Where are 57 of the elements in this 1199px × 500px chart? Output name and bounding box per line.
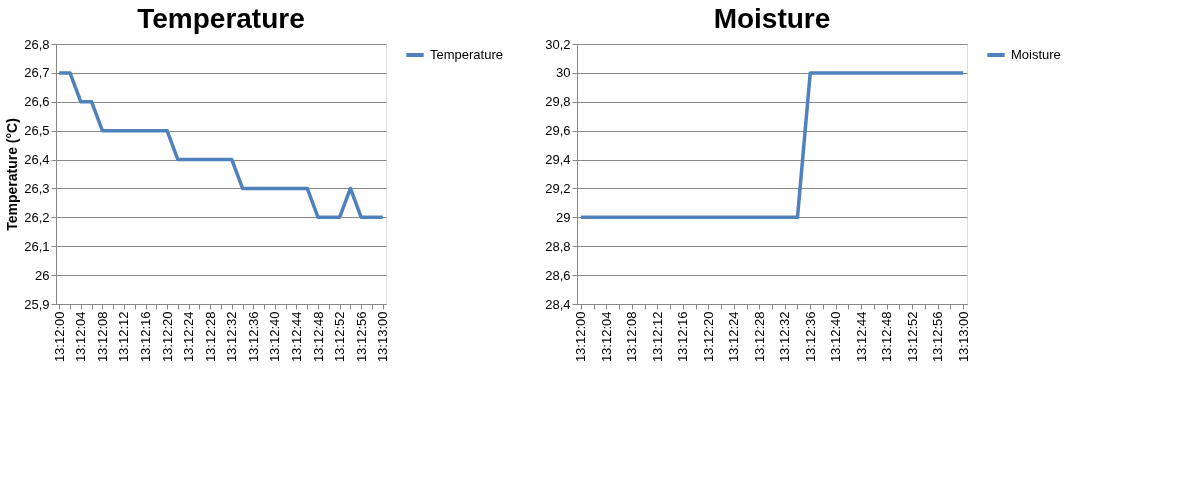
x-tick-label: 13:12:16: [138, 311, 154, 363]
x-tick-label: 13:12:44: [288, 311, 304, 363]
x-tick-label: 13:12:48: [310, 311, 326, 363]
x-tick-label: 13:12:24: [726, 311, 742, 363]
y-tick-label: 26,7: [24, 65, 50, 81]
x-tick-label: 13:12:00: [51, 311, 67, 363]
x-tick-label: 13:12:28: [751, 311, 767, 363]
x-tick-label: 13:12:20: [159, 311, 175, 363]
y-tick-label: 28,4: [545, 296, 571, 312]
y-tick-label: 26: [35, 267, 50, 283]
x-tick-label: 13:12:36: [245, 311, 261, 363]
y-tick-label: 25,9: [24, 296, 50, 312]
x-tick-label: 13:12:56: [353, 311, 369, 363]
chart-title: Moisture: [713, 3, 831, 34]
x-tick-label: 13:12:44: [853, 311, 869, 363]
x-tick-label: 13:12:08: [94, 311, 110, 363]
x-tick-label: 13:12:00: [573, 311, 589, 363]
x-tick-label: 13:12:52: [904, 311, 920, 363]
x-tick-label: 13:12:08: [624, 311, 640, 363]
x-tick-label: 13:12:16: [675, 311, 691, 363]
x-tick-label: 13:12:04: [73, 311, 89, 363]
x-tick-label: 13:12:52: [332, 311, 348, 363]
y-tick-label: 30,2: [545, 36, 571, 52]
y-tick-label: 29,6: [545, 123, 571, 139]
x-tick-label: 13:12:20: [700, 311, 716, 363]
x-tick-label: 13:12:40: [828, 311, 844, 363]
y-tick-label: 26,5: [24, 123, 50, 139]
x-tick-label: 13:13:00: [955, 311, 971, 363]
chart-title: Temperature: [137, 3, 305, 34]
y-tick-label: 30: [556, 65, 571, 81]
x-tick-label: 13:12:28: [202, 311, 218, 363]
legend-label: Moisture: [1011, 47, 1061, 62]
x-tick-label: 13:12:12: [649, 311, 665, 363]
y-tick-label: 29: [556, 209, 571, 225]
x-tick-label: 13:12:04: [598, 311, 614, 363]
y-tick-label: 26,3: [24, 180, 50, 196]
y-axis-title: Temperature (°C): [4, 118, 21, 231]
x-tick-label: 13:12:48: [879, 311, 895, 363]
y-tick-label: 28,8: [545, 238, 571, 254]
y-tick-label: 26,8: [24, 36, 50, 52]
y-tick-label: 26,2: [24, 209, 50, 225]
x-tick-label: 13:12:32: [777, 311, 793, 363]
y-tick-label: 28,6: [545, 267, 571, 283]
x-tick-label: 13:12:12: [116, 311, 132, 363]
y-tick-label: 29,8: [545, 94, 571, 110]
y-tick-label: 26,1: [24, 238, 50, 254]
x-tick-label: 13:13:00: [375, 311, 391, 363]
x-tick-label: 13:12:56: [930, 311, 946, 363]
y-tick-label: 29,4: [545, 152, 571, 168]
y-tick-label: 29,2: [545, 180, 571, 196]
x-tick-label: 13:12:40: [267, 311, 283, 363]
y-tick-label: 26,4: [24, 152, 50, 168]
x-tick-label: 13:12:36: [802, 311, 818, 363]
x-tick-label: 13:12:24: [181, 311, 197, 363]
y-tick-label: 26,6: [24, 94, 50, 110]
x-tick-label: 13:12:32: [224, 311, 240, 363]
legend-label: Temperature: [430, 47, 503, 62]
